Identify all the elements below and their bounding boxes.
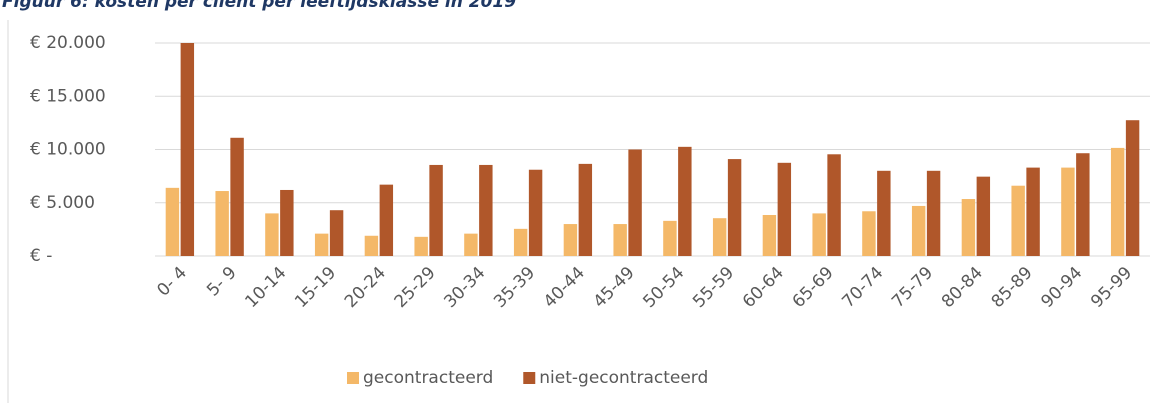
bar <box>613 224 627 256</box>
y-tick-label: € 20.000 <box>30 33 106 53</box>
x-tick-label: 70-74 <box>838 263 887 312</box>
bar <box>862 211 876 256</box>
x-tick-label: 15-19 <box>291 263 340 312</box>
bar <box>678 146 692 256</box>
bar <box>1125 120 1140 257</box>
legend-swatch <box>347 372 359 384</box>
x-tick-label: 25-29 <box>391 263 440 312</box>
bar <box>827 154 841 256</box>
bar <box>1026 167 1040 256</box>
bar <box>712 218 727 256</box>
bar <box>1076 153 1090 256</box>
bar <box>528 169 543 256</box>
x-tick-label: 45-49 <box>590 263 639 312</box>
x-tick-label: 10-14 <box>241 263 290 312</box>
y-tick-label: € 10.000 <box>30 140 106 160</box>
bar <box>663 220 677 256</box>
x-tick-label: 95-99 <box>1087 263 1136 312</box>
bar <box>429 164 443 256</box>
bar <box>379 184 394 256</box>
bar <box>230 137 244 256</box>
bar <box>513 228 528 256</box>
x-tick-label: 35-39 <box>490 263 539 312</box>
bar <box>280 189 294 256</box>
x-tick-label: 60-64 <box>739 263 788 312</box>
x-tick-label: 55-59 <box>689 263 738 312</box>
bar <box>578 163 593 256</box>
bar <box>165 187 180 256</box>
bar <box>265 213 279 256</box>
x-tick-label: 75-79 <box>888 263 937 312</box>
bar <box>329 210 344 256</box>
legend-label: gecontracteerd <box>363 368 493 388</box>
bar <box>777 162 792 256</box>
bar <box>727 159 742 256</box>
x-tick-label: 5- 9 <box>203 263 241 301</box>
x-tick-label: 40-44 <box>540 263 589 312</box>
x-tick-label: 50-54 <box>639 263 688 312</box>
bar <box>364 235 379 256</box>
legend-label: niet-gecontracteerd <box>539 368 708 388</box>
x-tick-label: 65-69 <box>789 263 838 312</box>
x-tick-label: 80-84 <box>938 263 987 312</box>
bar <box>926 170 941 256</box>
bar <box>1061 167 1075 256</box>
x-tick-label: 0- 4 <box>153 263 191 301</box>
bar <box>1110 147 1125 256</box>
y-tick-label: € 5.000 <box>30 193 95 213</box>
bar <box>911 205 926 256</box>
bar <box>215 191 229 256</box>
bar <box>1011 185 1025 256</box>
y-tick-label: € 15.000 <box>30 86 106 106</box>
chart-title: Figuur 6: kosten per cliënt per leeftijd… <box>2 0 516 12</box>
bar <box>464 233 478 256</box>
y-tick-label: € - <box>30 246 52 266</box>
bar <box>314 233 329 256</box>
legend-swatch <box>523 372 536 384</box>
bar <box>877 170 891 256</box>
bar <box>762 214 777 256</box>
bar <box>563 224 578 256</box>
bar <box>180 43 195 256</box>
x-tick-label: 85-89 <box>988 263 1037 312</box>
bar <box>961 199 976 256</box>
bar <box>479 164 493 256</box>
bar <box>976 176 991 256</box>
bar <box>812 213 826 256</box>
x-tick-label: 20-24 <box>341 263 390 312</box>
bar <box>628 149 642 256</box>
bar <box>414 236 428 256</box>
x-tick-label: 30-34 <box>440 263 489 312</box>
x-tick-label: 90-94 <box>1037 263 1086 312</box>
